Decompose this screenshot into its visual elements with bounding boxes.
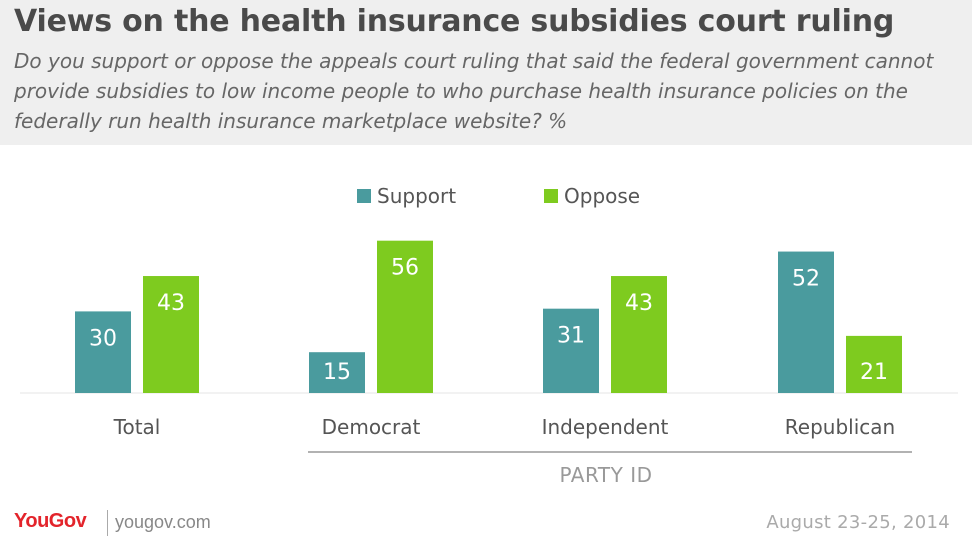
bar-oppose-republican [846,335,902,393]
chart-subtitle: Do you support or oppose the appeals cou… [14,49,934,133]
bar-support-total [75,311,131,393]
yougov-logo: YouGov [14,510,87,532]
bar-oppose-total [143,276,199,393]
data-label-oppose-republican: 21 [860,360,888,385]
bar-support-democrat [309,352,365,393]
legend-label-support: Support [377,184,456,208]
data-label-oppose-democrat: 56 [391,256,419,281]
chart-header: Views on the health insurance subsidies … [0,0,972,145]
data-label-oppose-total: 43 [157,291,185,316]
bar-support-independent [543,308,599,393]
bar-oppose-democrat [377,240,433,393]
legend-label-oppose: Oppose [564,184,640,208]
data-label-oppose-independent: 43 [625,291,653,316]
party-id-label: PARTY ID [560,463,653,487]
category-label-republican: Republican [785,415,895,439]
data-label-support-republican: 52 [792,267,820,292]
survey-date: August 23-25, 2014 [766,512,950,533]
category-label-democrat: Democrat [322,415,421,439]
category-label-total: Total [113,415,161,439]
bar-chart: Support Oppose 30 43 Total 15 56 Democrat 31 43 In… [20,184,958,487]
footer-divider [107,510,108,536]
footer-url: yougov.com [115,512,211,532]
data-label-support-total: 30 [89,326,117,351]
data-label-support-democrat: 15 [323,360,351,385]
category-label-independent: Independent [542,415,669,439]
chart-title: Views on the health insurance subsidies … [14,4,895,39]
data-label-support-independent: 31 [557,324,585,349]
legend-swatch-oppose [544,189,558,203]
bar-oppose-independent [611,276,667,393]
bar-support-republican [778,251,834,393]
legend-swatch-support [357,189,371,203]
